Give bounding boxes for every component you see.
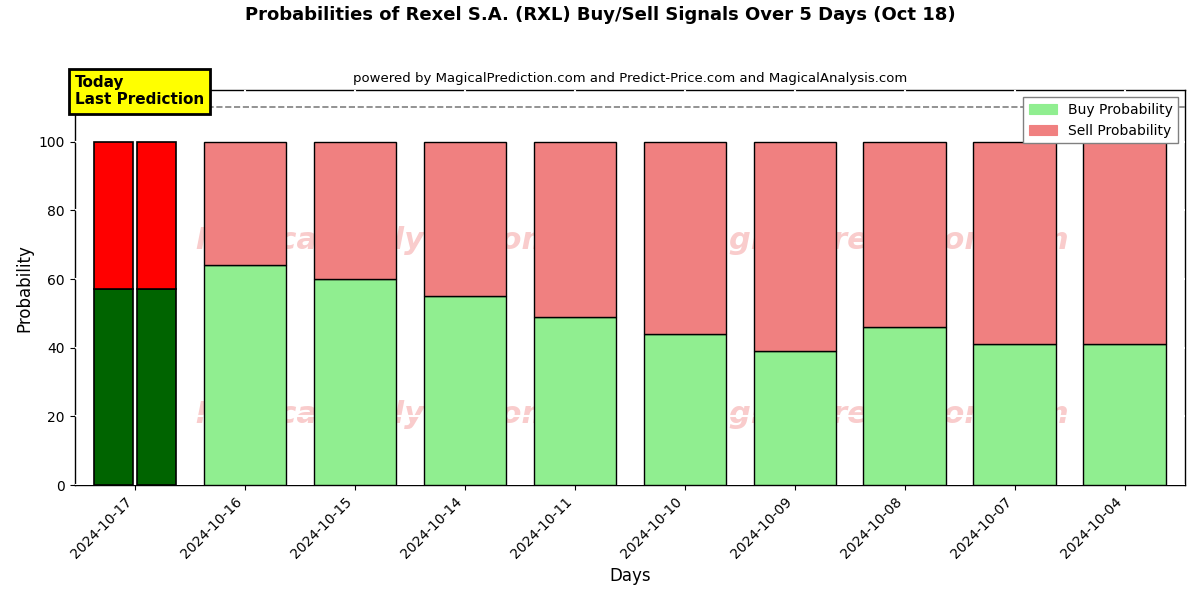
Legend: Buy Probability, Sell Probability: Buy Probability, Sell Probability bbox=[1024, 97, 1178, 143]
Text: MagicalPrediction.com: MagicalPrediction.com bbox=[679, 226, 1069, 255]
Bar bbox=[973, 142, 1056, 344]
Bar bbox=[754, 142, 836, 351]
Bar bbox=[643, 142, 726, 334]
Text: MagicalAnalysis.com: MagicalAnalysis.com bbox=[196, 400, 553, 428]
Bar bbox=[424, 296, 506, 485]
Bar bbox=[643, 334, 726, 485]
Bar bbox=[424, 142, 506, 296]
Bar bbox=[1084, 142, 1165, 344]
Bar bbox=[137, 142, 175, 289]
Y-axis label: Probability: Probability bbox=[16, 244, 34, 332]
Bar bbox=[204, 142, 287, 265]
Text: Today
Last Prediction: Today Last Prediction bbox=[74, 75, 204, 107]
Bar bbox=[95, 289, 133, 485]
Bar bbox=[95, 142, 133, 289]
Bar bbox=[313, 279, 396, 485]
Bar bbox=[864, 142, 946, 327]
Bar bbox=[973, 344, 1056, 485]
Bar bbox=[204, 265, 287, 485]
Title: powered by MagicalPrediction.com and Predict-Price.com and MagicalAnalysis.com: powered by MagicalPrediction.com and Pre… bbox=[353, 72, 907, 85]
Bar bbox=[534, 317, 616, 485]
Bar bbox=[137, 289, 175, 485]
Text: MagicalPrediction.com: MagicalPrediction.com bbox=[679, 400, 1069, 428]
Text: Probabilities of Rexel S.A. (RXL) Buy/Sell Signals Over 5 Days (Oct 18): Probabilities of Rexel S.A. (RXL) Buy/Se… bbox=[245, 6, 955, 24]
Bar bbox=[534, 142, 616, 317]
Text: MagicalAnalysis.com: MagicalAnalysis.com bbox=[196, 226, 553, 255]
X-axis label: Days: Days bbox=[610, 567, 650, 585]
Bar bbox=[313, 142, 396, 279]
Bar bbox=[754, 351, 836, 485]
Bar bbox=[864, 327, 946, 485]
Bar bbox=[1084, 344, 1165, 485]
